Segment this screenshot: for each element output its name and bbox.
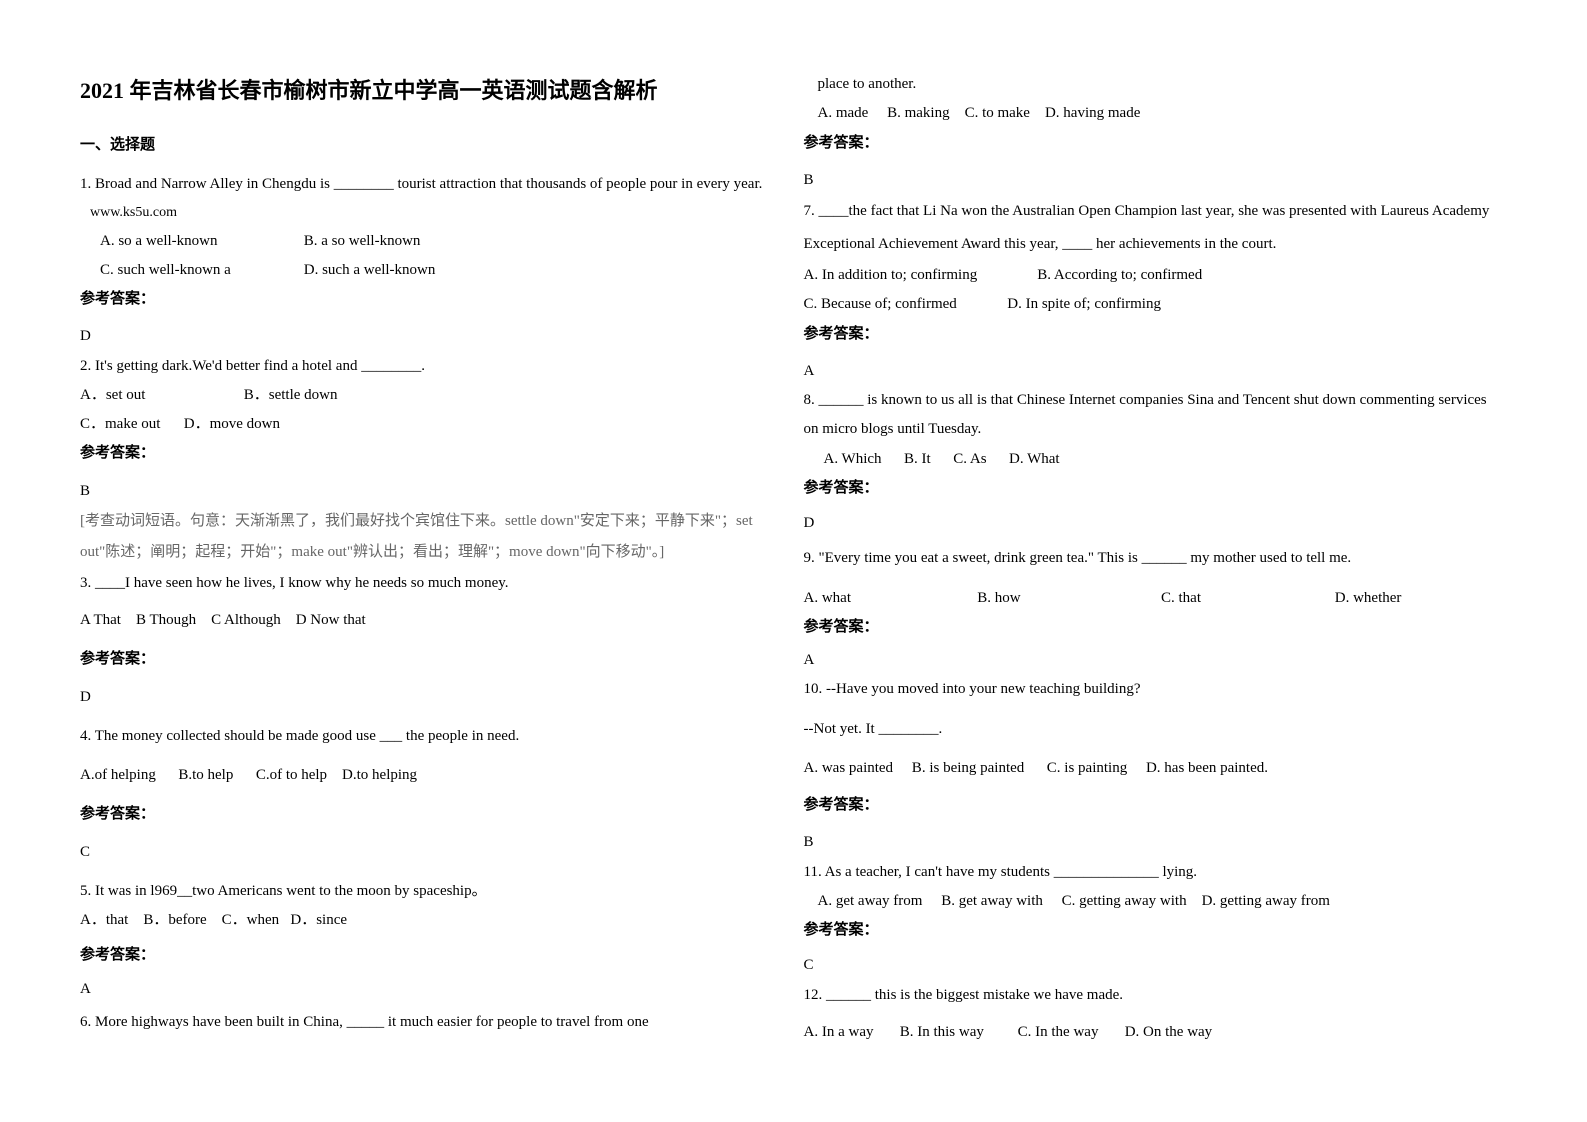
q1-options-2: C. such well-known a D. such a well-know… — [80, 256, 774, 285]
q2-text: 2. It's getting dark.We'd better find a … — [80, 352, 774, 381]
q4-text: 4. The money collected should be made go… — [80, 722, 774, 751]
q10-answer: B — [804, 828, 1498, 857]
q7-text: 7. ____the fact that Li Na won the Austr… — [804, 195, 1498, 261]
q10-answer-label: 参考答案： — [804, 791, 1498, 820]
q7-optD: D. In spite of; confirming — [1007, 296, 1161, 312]
q10-text2: --Not yet. It ________. — [804, 715, 1498, 744]
q2-optB: B．settle down — [244, 387, 338, 403]
q6-opts: A. made B. making C. to make D. having m… — [804, 99, 1498, 128]
q3-answer-label: 参考答案： — [80, 645, 774, 674]
q4-opts: A.of helping B.to help C.of to help D.to… — [80, 761, 774, 790]
q2-opts-1: A．set out B．settle down — [80, 381, 774, 410]
q4-answer: C — [80, 838, 774, 867]
q9-text: 9. "Every time you eat a sweet, drink gr… — [804, 544, 1498, 573]
q9-opts: A. what B. how C. that D. whether — [804, 584, 1498, 613]
q1-source: www.ks5u.com — [80, 199, 774, 226]
q10-opts: A. was painted B. is being painted C. is… — [804, 754, 1498, 783]
q9-answer: A — [804, 646, 1498, 675]
section-label: 一、选择题 — [80, 131, 774, 160]
q6-cont: place to another. — [804, 70, 1498, 99]
q7-opts-1: A. In addition to; confirming B. Accordi… — [804, 261, 1498, 290]
q7-answer: A — [804, 357, 1498, 386]
q11-opts: A. get away from B. get away with C. get… — [804, 887, 1498, 916]
q2-note: [考查动词短语。句意：天渐渐黑了，我们最好找个宾馆住下来。settle down… — [80, 506, 774, 569]
q3-opts: A That B Though C Although D Now that — [80, 606, 774, 635]
q7-answer-label: 参考答案： — [804, 320, 1498, 349]
page-title: 2021 年吉林省长春市榆树市新立中学高一英语测试题含解析 — [80, 70, 774, 113]
q7-optA: A. In addition to; confirming — [804, 261, 1034, 290]
q3-text: 3. ____I have seen how he lives, I know … — [80, 569, 774, 598]
q12-opts: A. In a way B. In this way C. In the way… — [804, 1018, 1498, 1047]
left-column: 2021 年吉林省长春市榆树市新立中学高一英语测试题含解析 一、选择题 1. B… — [80, 70, 804, 1092]
q8-opts: A. Which B. It C. As D. What — [804, 445, 1498, 474]
q1-text: 1. Broad and Narrow Alley in Chengdu is … — [80, 170, 774, 199]
q12-text: 12. ______ this is the biggest mistake w… — [804, 981, 1498, 1010]
q4-answer-label: 参考答案： — [80, 800, 774, 829]
q5-answer-label: 参考答案： — [80, 941, 774, 970]
q6-text: 6. More highways have been built in Chin… — [80, 1008, 774, 1037]
q9-answer-label: 参考答案： — [804, 613, 1498, 642]
q9-optD: D. whether — [1335, 590, 1402, 606]
q2-optA: A．set out — [80, 381, 240, 410]
q2-answer: B — [80, 477, 774, 506]
q1-optA: A. so a well-known — [100, 227, 300, 256]
q5-answer: A — [80, 975, 774, 1004]
q2-optC: C．make out — [80, 410, 180, 439]
q2-answer-label: 参考答案： — [80, 439, 774, 468]
q2-opts-2: C．make out D．move down — [80, 410, 774, 439]
q7-optB: B. According to; confirmed — [1037, 267, 1202, 283]
q5-text: 5. It was in l969__two Americans went to… — [80, 877, 774, 906]
q9-optA: A. what — [804, 584, 974, 613]
q1-answer-label: 参考答案： — [80, 285, 774, 314]
q11-answer: C — [804, 951, 1498, 980]
q1-optD: D. such a well-known — [304, 262, 436, 278]
right-column: place to another. A. made B. making C. t… — [804, 70, 1528, 1092]
q10-text: 10. --Have you moved into your new teach… — [804, 675, 1498, 704]
q3-answer: D — [80, 683, 774, 712]
q11-text: 11. As a teacher, I can't have my studen… — [804, 858, 1498, 887]
q1-answer: D — [80, 322, 774, 351]
q7-optC: C. Because of; confirmed — [804, 290, 1004, 319]
q9-optC: C. that — [1161, 584, 1331, 613]
q9-optB: B. how — [977, 584, 1157, 613]
q7-opts-2: C. Because of; confirmed D. In spite of;… — [804, 290, 1498, 319]
q1-options-1: A. so a well-known B. a so well-known — [80, 227, 774, 256]
q1-optC: C. such well-known a — [100, 256, 300, 285]
q8-text: 8. ______ is known to us all is that Chi… — [804, 386, 1498, 445]
q1-optB: B. a so well-known — [304, 233, 421, 249]
q2-optD: D．move down — [184, 416, 280, 432]
q5-opts: A．that B．before C．when D．since — [80, 906, 774, 935]
q11-answer-label: 参考答案： — [804, 916, 1498, 945]
q6-answer: B — [804, 166, 1498, 195]
q8-answer-label: 参考答案： — [804, 474, 1498, 503]
q6-answer-label: 参考答案： — [804, 129, 1498, 158]
q8-answer: D — [804, 509, 1498, 538]
